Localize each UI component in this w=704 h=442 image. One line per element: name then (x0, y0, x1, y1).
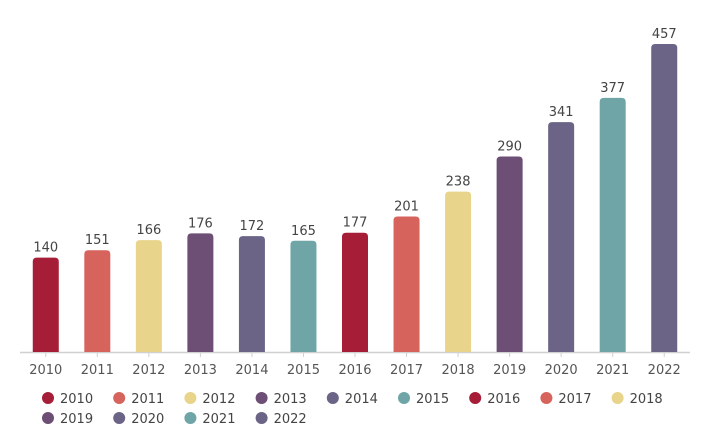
legend-marker-2018 (611, 392, 624, 404)
legend-label-2021: 2021 (202, 412, 235, 427)
legend-marker-2021 (184, 412, 197, 424)
x-tick-label-2020: 2020 (545, 363, 578, 378)
legend-label-2016: 2016 (487, 392, 520, 407)
bar-2010 (32, 257, 59, 352)
legend-marker-2016 (469, 392, 482, 404)
legend-label-2010: 2010 (60, 392, 93, 407)
x-tick-label-2022: 2022 (648, 363, 681, 378)
x-tick-label-2013: 2013 (184, 363, 217, 378)
legend-marker-2011 (113, 392, 126, 404)
data-label-2013: 176 (188, 216, 213, 231)
x-tick-label-2018: 2018 (442, 363, 475, 378)
legend-marker-2010 (42, 392, 54, 404)
data-label-2012: 166 (136, 223, 161, 238)
bar-2013 (187, 233, 214, 352)
legend-label-2015: 2015 (416, 392, 449, 407)
bar-2020 (548, 122, 575, 352)
data-label-2014: 172 (240, 219, 265, 234)
bar-2011 (84, 250, 111, 352)
x-tick-label-2014: 2014 (235, 363, 268, 378)
x-tick-label-2017: 2017 (390, 363, 423, 378)
data-label-2011: 151 (85, 233, 110, 248)
x-tick-label-2010: 2010 (29, 363, 62, 378)
bar-2012 (135, 240, 162, 352)
legend-label-2022: 2022 (274, 412, 307, 427)
data-label-2018: 238 (446, 175, 471, 190)
legend-marker-2014 (326, 392, 339, 404)
legend-marker-2017 (540, 392, 553, 404)
bar-2018 (445, 191, 472, 352)
bar-2022 (651, 43, 678, 353)
legend-marker-2020 (113, 412, 126, 424)
data-label-2020: 341 (549, 105, 574, 120)
legend-label-2012: 2012 (202, 392, 235, 407)
legend-label-2019: 2019 (60, 412, 93, 427)
legend-label-2018: 2018 (630, 392, 663, 407)
legend-marker-2019 (42, 412, 54, 424)
bar-2017 (393, 216, 420, 352)
x-tick-label-2016: 2016 (338, 363, 371, 378)
data-label-2017: 201 (394, 200, 419, 215)
legend-label-2014: 2014 (345, 392, 378, 407)
x-tick-label-2011: 2011 (81, 363, 114, 378)
legend-label-2017: 2017 (558, 392, 591, 407)
data-label-2022: 457 (652, 27, 677, 42)
bar-2016 (342, 232, 368, 352)
x-tick-label-2019: 2019 (493, 363, 526, 378)
legend-label-2013: 2013 (274, 392, 307, 407)
legend-marker-2013 (255, 392, 268, 404)
x-tick-label-2015: 2015 (287, 363, 320, 378)
legend-marker-2015 (398, 392, 410, 404)
x-tick-label-2021: 2021 (596, 363, 629, 378)
data-label-2015: 165 (291, 224, 316, 239)
data-label-2021: 377 (600, 81, 625, 96)
legend-marker-2022 (255, 412, 268, 424)
legend-marker-2012 (184, 392, 197, 404)
bar-2015 (290, 240, 317, 352)
bar-2021 (599, 97, 626, 352)
data-label-2016: 177 (343, 216, 368, 231)
legend-label-2011: 2011 (131, 392, 164, 407)
legend-label-2020: 2020 (131, 412, 164, 427)
data-label-2010: 140 (33, 241, 58, 256)
bar-2019 (496, 156, 523, 352)
data-label-2019: 290 (497, 140, 522, 155)
x-tick-label-2012: 2012 (132, 363, 165, 378)
bar-2014 (238, 236, 265, 352)
